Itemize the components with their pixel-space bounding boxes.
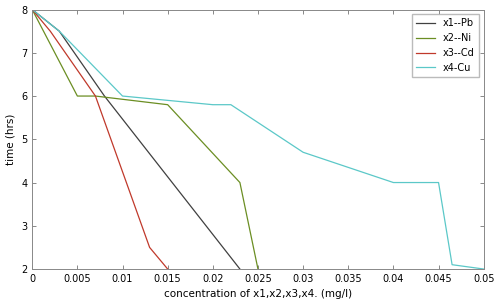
x4-Cu xyxy=(56,29,62,33)
x2--Ni xyxy=(237,181,243,184)
Line: x1--Pb: x1--Pb xyxy=(32,9,240,269)
x2--Ni xyxy=(74,94,80,98)
x2--Ni xyxy=(255,267,261,271)
x1--Pb xyxy=(102,94,107,98)
x3--Cd xyxy=(48,29,54,33)
x3--Cd xyxy=(29,8,35,11)
x4-Cu xyxy=(449,263,455,267)
x1--Pb xyxy=(237,267,243,271)
x4-Cu xyxy=(300,150,306,154)
x4-Cu xyxy=(228,103,234,106)
x4-Cu xyxy=(29,8,35,11)
x2--Ni xyxy=(164,103,170,106)
x3--Cd xyxy=(92,94,98,98)
Legend: x1--Pb, x2--Ni, x3--Cd, x4-Cu: x1--Pb, x2--Ni, x3--Cd, x4-Cu xyxy=(412,14,479,77)
Y-axis label: time (hrs): time (hrs) xyxy=(6,113,16,165)
x1--Pb xyxy=(29,8,35,11)
x3--Cd xyxy=(164,267,170,271)
X-axis label: concentration of x1,x2,x3,x4. (mg/l): concentration of x1,x2,x3,x4. (mg/l) xyxy=(164,289,352,300)
x1--Pb xyxy=(56,29,62,33)
x2--Ni xyxy=(29,8,35,11)
x4-Cu xyxy=(120,94,126,98)
Line: x3--Cd: x3--Cd xyxy=(32,9,168,269)
x4-Cu xyxy=(436,181,442,184)
Line: x4-Cu: x4-Cu xyxy=(32,9,484,269)
x4-Cu xyxy=(480,267,486,271)
Line: x2--Ni: x2--Ni xyxy=(32,9,258,269)
x3--Cd xyxy=(146,246,152,249)
x4-Cu xyxy=(210,103,216,106)
x4-Cu xyxy=(390,181,396,184)
x2--Ni xyxy=(92,94,98,98)
